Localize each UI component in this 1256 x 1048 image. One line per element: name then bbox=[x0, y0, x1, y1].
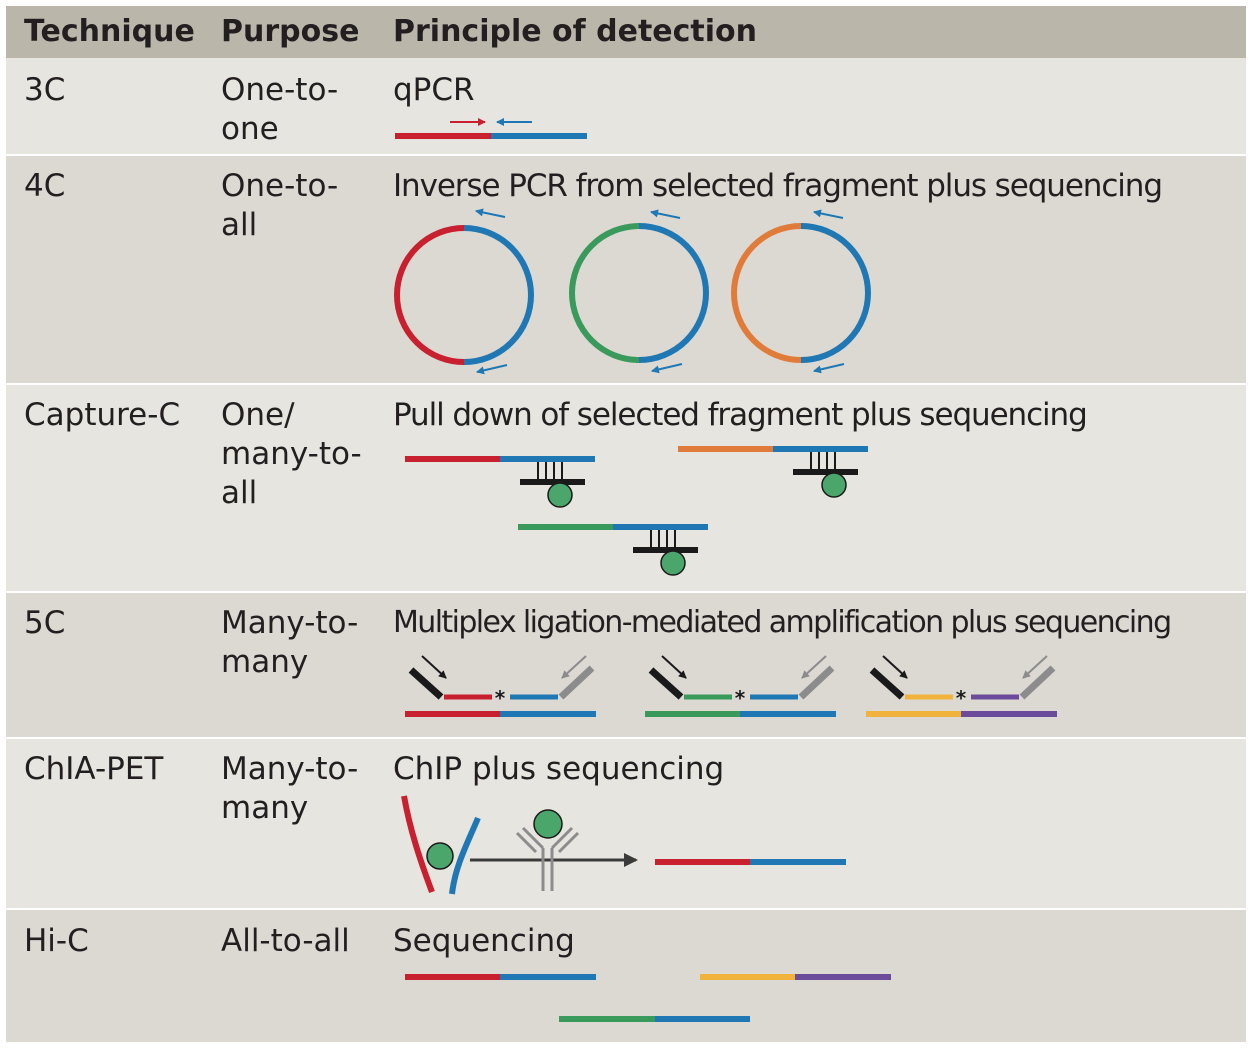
purpose-4c-line-2: all bbox=[221, 207, 258, 243]
purpose-chia-pet-line-1: Many-to- bbox=[221, 751, 359, 787]
streptavidin-bead bbox=[547, 482, 573, 508]
bound-protein bbox=[426, 842, 454, 870]
row-divider bbox=[6, 591, 1246, 593]
5c-unit-green-blue: * bbox=[645, 655, 836, 717]
row-divider bbox=[6, 154, 1246, 156]
row-band-4c bbox=[6, 155, 1246, 384]
row-divider bbox=[6, 383, 1246, 385]
principle-hi-c: Sequencing bbox=[393, 923, 575, 959]
purpose-capture-c-line-2: many-to- bbox=[221, 436, 362, 472]
universal-primer-left bbox=[869, 667, 905, 700]
qpcr-fragment bbox=[395, 118, 587, 139]
capture-probe bbox=[793, 452, 858, 498]
row-band-capture-c bbox=[6, 384, 1246, 592]
technique-hi-c: Hi-C bbox=[24, 923, 89, 959]
row-band-3c bbox=[6, 58, 1246, 155]
principle-5c: Multiplex ligation-mediated amplificatio… bbox=[393, 605, 1172, 640]
5c-unit-red-blue: * bbox=[405, 655, 596, 717]
column-header-principle: Principle of detection bbox=[393, 14, 758, 49]
5c-unit-yellow-purple: * bbox=[866, 655, 1057, 717]
universal-primer-right bbox=[558, 665, 595, 700]
principle-4c: Inverse PCR from selected fragment plus … bbox=[393, 168, 1163, 204]
antibody bbox=[515, 809, 580, 891]
universal-primer-right bbox=[798, 665, 835, 700]
purpose-4c-line-1: One-to- bbox=[221, 168, 339, 204]
antigen-bead bbox=[533, 809, 563, 839]
universal-primer-left bbox=[648, 667, 684, 700]
row-divider bbox=[6, 737, 1246, 739]
inverse-pcr-circle-green bbox=[569, 209, 709, 374]
purpose-capture-c-line-1: One/ bbox=[221, 397, 295, 433]
row-band-chia-pet bbox=[6, 738, 1246, 909]
technique-capture-c: Capture-C bbox=[24, 397, 181, 433]
purpose-hi-c-line-1: All-to-all bbox=[221, 923, 350, 959]
capture-fragment-green bbox=[518, 524, 708, 576]
ligation-mark: * bbox=[956, 686, 967, 710]
purpose-3c-line-2: one bbox=[221, 111, 279, 147]
column-header-purpose: Purpose bbox=[221, 14, 360, 49]
technique-3c: 3C bbox=[24, 72, 66, 108]
purpose-5c-line-1: Many-to- bbox=[221, 605, 359, 641]
universal-primer-right bbox=[1019, 665, 1056, 700]
row-divider bbox=[6, 908, 1246, 910]
streptavidin-bead bbox=[660, 550, 686, 576]
inverse-pcr-circle-orange bbox=[731, 209, 871, 374]
header-band bbox=[6, 6, 1246, 58]
purpose-capture-c-line-3: all bbox=[221, 475, 258, 511]
streptavidin-bead bbox=[821, 472, 847, 498]
purpose-3c-line-1: One-to- bbox=[221, 72, 339, 108]
ligation-mark: * bbox=[495, 686, 506, 710]
capture-probe bbox=[520, 462, 585, 508]
principle-3c: qPCR bbox=[393, 72, 475, 108]
chromatin-with-protein bbox=[401, 795, 481, 895]
capture-probe bbox=[633, 530, 698, 576]
principle-capture-c: Pull down of selected fragment plus sequ… bbox=[393, 397, 1088, 433]
principle-chia-pet: ChIP plus sequencing bbox=[393, 751, 725, 787]
capture-fragment-orange bbox=[678, 446, 868, 498]
technique-5c: 5C bbox=[24, 605, 66, 641]
universal-primer-left bbox=[408, 667, 444, 700]
purpose-chia-pet-line-2: many bbox=[221, 790, 309, 826]
technique-4c: 4C bbox=[24, 168, 66, 204]
capture-fragment-red bbox=[405, 456, 595, 508]
ligation-mark: * bbox=[735, 686, 746, 710]
technique-chia-pet: ChIA-PET bbox=[24, 751, 164, 787]
inverse-pcr-circle-red bbox=[394, 208, 534, 375]
column-header-technique: Technique bbox=[24, 14, 195, 49]
purpose-5c-line-2: many bbox=[221, 644, 309, 680]
